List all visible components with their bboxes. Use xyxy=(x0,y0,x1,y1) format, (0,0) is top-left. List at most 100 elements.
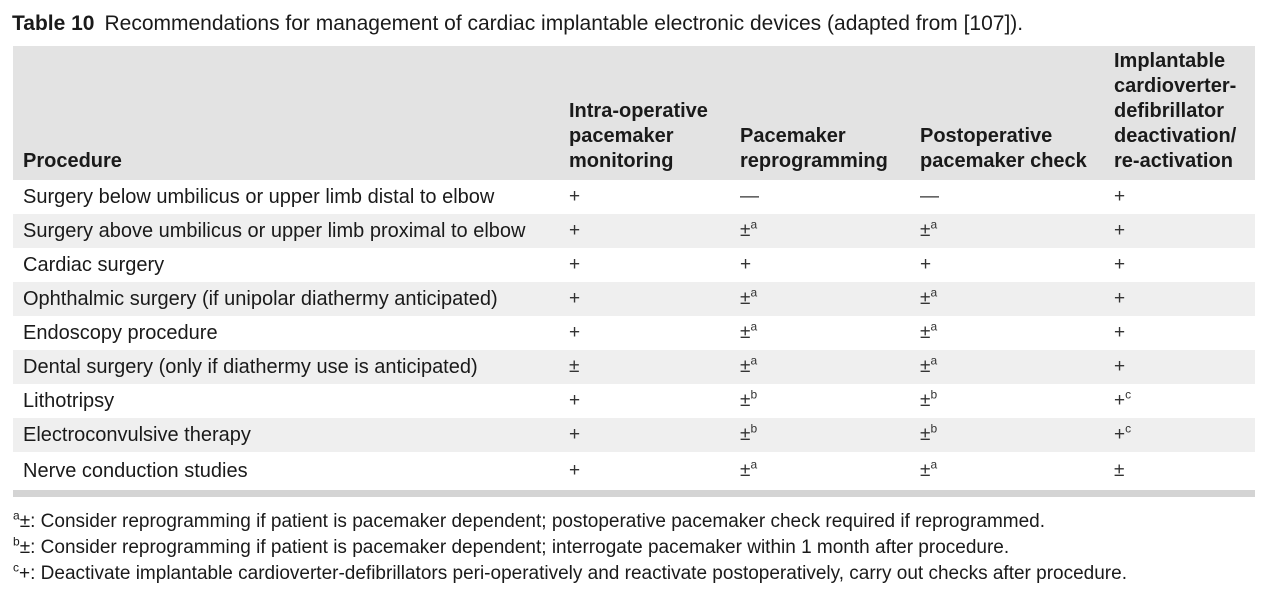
recommendation-cell: + xyxy=(910,248,1104,282)
footnote-ref: b xyxy=(930,387,938,402)
header-intraoperative-monitoring: Intra-operative pacemaker monitoring xyxy=(569,100,708,172)
footnote-text: ±: Consider reprogramming if patient is … xyxy=(19,537,1010,558)
header-postoperative-check: Postoperative pacemaker check xyxy=(920,125,1087,172)
recommendation-cell: + xyxy=(559,384,730,418)
footnote-mark: b xyxy=(13,534,20,549)
procedure-cell: Cardiac surgery xyxy=(23,254,165,276)
footnote-ref: a xyxy=(930,285,938,300)
procedure-cell: Ophthalmic surgery (if unipolar diatherm… xyxy=(23,288,498,310)
footnote-mark: a xyxy=(13,508,20,523)
recommendation-cell: ±a xyxy=(910,350,1104,384)
footnotes: a ±: Consider reprogramming if patient is… xyxy=(13,509,1253,587)
recommendation-symbol: + xyxy=(1114,220,1126,241)
recommendation-symbol: + xyxy=(569,459,581,481)
recommendation-cell: ±a xyxy=(730,350,910,384)
table-title: Recommendations for management of cardia… xyxy=(104,12,1024,35)
procedure-cell: Lithotripsy xyxy=(23,390,115,412)
header-pacemaker-reprogramming: Pacemaker reprogramming xyxy=(740,125,888,172)
table-row: Dental surgery (only if diathermy use is… xyxy=(13,350,1255,384)
recommendation-cell: + xyxy=(1104,316,1255,350)
footnote-ref: c xyxy=(1125,387,1132,402)
footnote-ref: a xyxy=(750,457,758,472)
table-caption: Table 10 Recommendations for management o… xyxy=(12,10,1023,38)
footnote-mark: c xyxy=(13,560,19,575)
table-row: Electroconvulsive therapy + ±b ±b +c xyxy=(13,418,1255,452)
footnote-a: a±: Consider reprogramming if patient is… xyxy=(13,509,1253,535)
recommendation-cell: + xyxy=(730,248,910,282)
recommendation-symbol: + xyxy=(1114,254,1126,275)
recommendation-cell: — xyxy=(910,180,1104,214)
footnote-c: c+: Deactivate implantable cardioverter-… xyxy=(13,561,1253,587)
recommendation-cell: ±a xyxy=(910,282,1104,316)
table-row: Surgery above umbilicus or upper limb pr… xyxy=(13,214,1255,248)
recommendation-cell: ±a xyxy=(910,316,1104,350)
procedure-cell: Surgery above umbilicus or upper limb pr… xyxy=(23,220,526,242)
footnote-text: +: Deactivate implantable cardioverter-d… xyxy=(19,563,1127,584)
recommendation-cell: ±b xyxy=(730,418,910,452)
recommendation-cell: ±b xyxy=(910,384,1104,418)
recommendation-cell: ± xyxy=(1104,452,1255,497)
table-row: Lithotripsy + ±b ±b +c xyxy=(13,384,1255,418)
recommendation-cell: ±a xyxy=(730,214,910,248)
recommendation-symbol: ± xyxy=(920,390,931,411)
header-icd-deactivation: Implantable cardioverter-defibrillator d… xyxy=(1114,50,1237,172)
recommendation-symbol: + xyxy=(1114,356,1126,377)
footnote-ref: a xyxy=(750,319,758,334)
recommendation-cell: ±b xyxy=(910,418,1104,452)
header-procedure: Procedure xyxy=(23,150,122,172)
recommendation-symbol: ± xyxy=(740,459,751,481)
recommendation-symbol: ± xyxy=(920,424,931,445)
footnote-ref: b xyxy=(750,421,758,436)
recommendation-symbol: ± xyxy=(740,220,751,241)
recommendation-cell: ±a xyxy=(910,452,1104,497)
recommendation-symbol: ± xyxy=(920,322,931,343)
recommendation-cell: + xyxy=(559,316,730,350)
recommendation-symbol: + xyxy=(569,288,581,309)
footnote-ref: b xyxy=(930,421,938,436)
recommendation-symbol: ± xyxy=(920,288,931,309)
recommendation-symbol: ± xyxy=(1114,459,1125,481)
recommendation-symbol: ± xyxy=(740,356,751,377)
recommendation-symbol: — xyxy=(920,186,939,207)
procedure-cell: Surgery below umbilicus or upper limb di… xyxy=(23,186,495,208)
footnote-ref: a xyxy=(930,319,938,334)
recommendation-cell: — xyxy=(730,180,910,214)
footnote-ref: a xyxy=(930,353,938,368)
table-row: Endoscopy procedure + ±a ±a + xyxy=(13,316,1255,350)
recommendation-symbol: + xyxy=(569,322,581,343)
procedure-cell: Endoscopy procedure xyxy=(23,322,218,344)
procedure-cell: Dental surgery (only if diathermy use is… xyxy=(23,356,478,378)
recommendation-symbol: ± xyxy=(920,459,931,481)
recommendation-cell: ±b xyxy=(730,384,910,418)
table-row: Cardiac surgery + + + + xyxy=(13,248,1255,282)
recommendation-symbol: ± xyxy=(740,390,751,411)
recommendation-cell: ± xyxy=(559,350,730,384)
table-row: Surgery below umbilicus or upper limb di… xyxy=(13,180,1255,214)
recommendation-symbol: ± xyxy=(740,322,751,343)
recommendation-cell: + xyxy=(1104,350,1255,384)
recommendation-symbol: + xyxy=(740,254,752,275)
footnote-ref: a xyxy=(750,353,758,368)
recommendation-symbol: ± xyxy=(740,424,751,445)
recommendation-symbol: + xyxy=(1114,322,1126,343)
footnote-ref: a xyxy=(750,285,758,300)
recommendation-cell: +c xyxy=(1104,418,1255,452)
header-row: Procedure Intra-operative pacemaker moni… xyxy=(13,46,1255,180)
recommendation-symbol: + xyxy=(569,220,581,241)
recommendation-symbol: + xyxy=(920,254,932,275)
recommendation-symbol: + xyxy=(569,424,581,445)
recommendation-symbol: ± xyxy=(920,220,931,241)
recommendation-cell: ±a xyxy=(910,214,1104,248)
recommendation-symbol: + xyxy=(569,390,581,411)
recommendation-cell: + xyxy=(559,452,730,497)
recommendation-cell: + xyxy=(559,418,730,452)
table-row: Nerve conduction studies + ±a ±a ± xyxy=(13,452,1255,497)
recommendation-cell: + xyxy=(1104,214,1255,248)
recommendation-cell: +c xyxy=(1104,384,1255,418)
footnote-ref: a xyxy=(750,217,758,232)
recommendation-cell: + xyxy=(559,248,730,282)
recommendation-symbol: + xyxy=(1114,186,1126,207)
procedure-cell: Nerve conduction studies xyxy=(13,452,559,497)
recommendation-cell: ±a xyxy=(730,282,910,316)
recommendation-symbol: ± xyxy=(740,288,751,309)
